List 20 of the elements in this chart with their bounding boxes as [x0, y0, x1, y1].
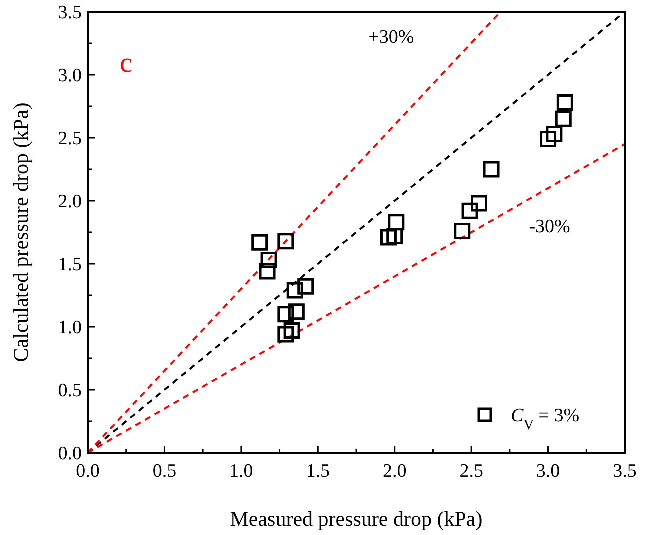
x-tick-label: 3.5 — [613, 461, 637, 482]
x-axis-title: Measured pressure drop (kPa) — [230, 507, 483, 531]
x-tick-label: 0.5 — [152, 461, 177, 482]
x-tick-label: 2.0 — [382, 461, 407, 482]
y-axis-title: Calculated pressure drop (kPa) — [9, 102, 33, 362]
y-tick-label: 2.5 — [58, 128, 82, 150]
y-tick-label: 1.0 — [58, 318, 82, 339]
annotation: -30% — [529, 216, 571, 238]
y-tick-label: 0.5 — [58, 380, 82, 402]
x-tick-label: 1.5 — [306, 461, 330, 482]
x-tick-label: 1.0 — [230, 461, 254, 482]
annotation: c — [120, 48, 132, 79]
y-tick-label: 3.0 — [58, 66, 82, 87]
annotation: +30% — [368, 26, 414, 48]
y-tick-label: 2.0 — [58, 192, 82, 213]
y-tick-label: 3.5 — [58, 2, 82, 24]
legend-label: C$_{V}$ = 3% — [511, 406, 580, 434]
x-tick-label: 2.5 — [460, 461, 484, 482]
x-tick-label: 3.0 — [536, 461, 560, 482]
y-tick-label: 1.5 — [58, 254, 82, 276]
